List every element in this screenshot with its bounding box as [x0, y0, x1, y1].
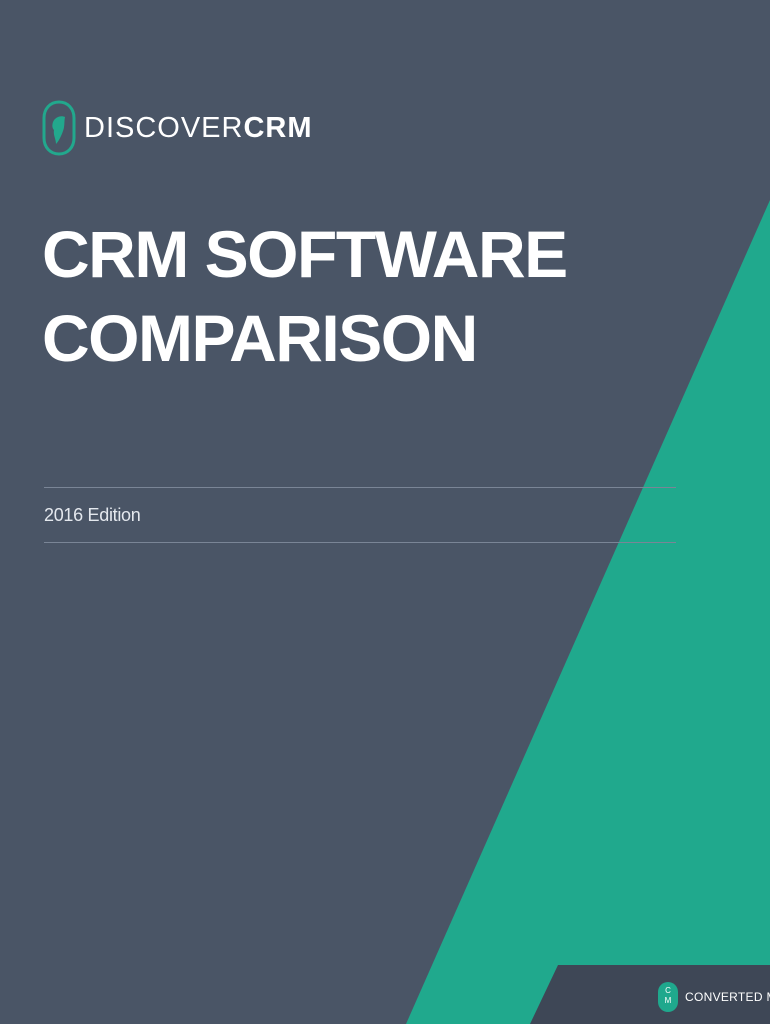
cover-title-line-2: COMPARISON: [42, 301, 478, 375]
converted-media-badge-icon: C M: [658, 982, 678, 1012]
map-pin-icon: [42, 100, 76, 156]
brand-name: DISCOVERCRM: [84, 100, 313, 156]
divider-bottom: [44, 542, 676, 543]
badge-letter-top: C: [665, 986, 671, 995]
badge-letter-bottom: M: [664, 996, 672, 1005]
edition-label: 2016 Edition: [44, 505, 141, 525]
divider-top: [44, 487, 676, 488]
converted-media-name: CONVERTED MEDIA: [685, 990, 770, 1004]
brand-name-light: DISCOVER: [84, 112, 244, 144]
cover-title-line-1: CRM SOFTWARE: [42, 217, 568, 291]
converted-media-logo: C M CONVERTED MEDIA: [658, 982, 770, 1012]
cover-title: CRM SOFTWARE COMPARISON: [42, 212, 568, 380]
brand-logo: DISCOVERCRM: [42, 100, 313, 156]
brand-name-bold: CRM: [243, 112, 313, 144]
footer-dark-band: [530, 965, 770, 1024]
teal-diagonal-band: [406, 200, 770, 1024]
